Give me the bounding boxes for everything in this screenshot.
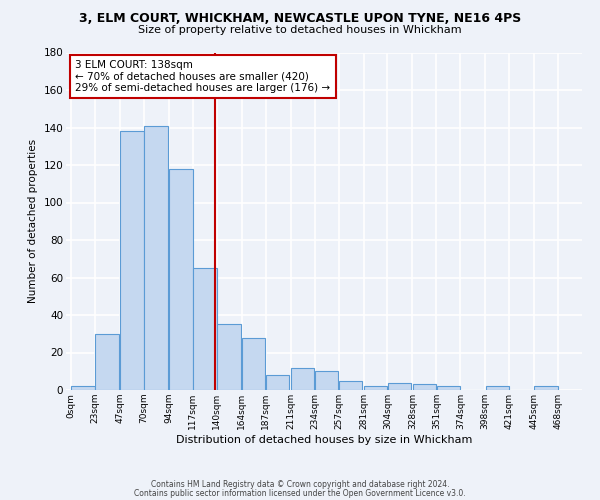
Bar [71, 386, 95, 390]
Bar [535, 386, 558, 390]
Bar [169, 169, 193, 390]
Bar [242, 338, 265, 390]
Bar [364, 386, 387, 390]
Bar [485, 386, 509, 390]
Bar [388, 382, 411, 390]
Text: Contains HM Land Registry data © Crown copyright and database right 2024.: Contains HM Land Registry data © Crown c… [151, 480, 449, 489]
Bar [413, 384, 436, 390]
Bar [193, 268, 217, 390]
Bar [291, 368, 314, 390]
Bar [437, 386, 460, 390]
Y-axis label: Number of detached properties: Number of detached properties [28, 139, 38, 304]
Text: Size of property relative to detached houses in Whickham: Size of property relative to detached ho… [138, 25, 462, 35]
Bar [266, 375, 289, 390]
Bar [217, 324, 241, 390]
Bar [144, 126, 167, 390]
Text: 3, ELM COURT, WHICKHAM, NEWCASTLE UPON TYNE, NE16 4PS: 3, ELM COURT, WHICKHAM, NEWCASTLE UPON T… [79, 12, 521, 26]
Text: 3 ELM COURT: 138sqm
← 70% of detached houses are smaller (420)
29% of semi-detac: 3 ELM COURT: 138sqm ← 70% of detached ho… [76, 60, 331, 93]
Bar [95, 334, 119, 390]
Text: Contains public sector information licensed under the Open Government Licence v3: Contains public sector information licen… [134, 488, 466, 498]
Bar [315, 371, 338, 390]
X-axis label: Distribution of detached houses by size in Whickham: Distribution of detached houses by size … [176, 434, 472, 444]
Bar [121, 131, 144, 390]
Bar [339, 380, 362, 390]
